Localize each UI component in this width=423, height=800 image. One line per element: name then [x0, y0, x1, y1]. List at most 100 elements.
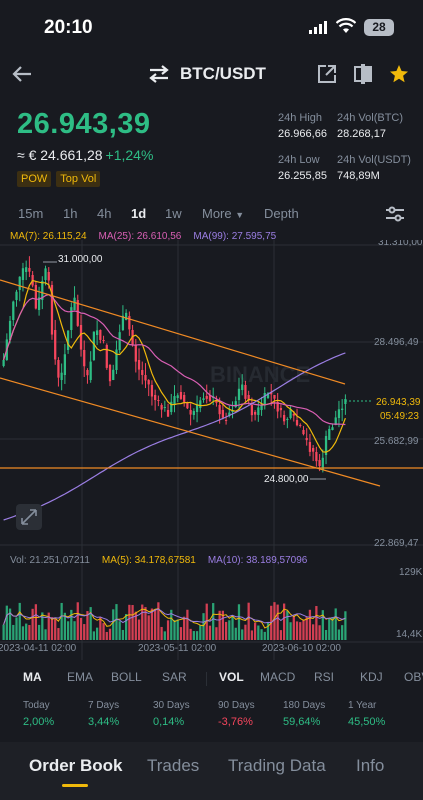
trendline-lower — [0, 377, 381, 487]
candle-body — [250, 405, 254, 416]
tab-trades[interactable]: Trades — [147, 756, 200, 775]
volume-bar — [279, 630, 283, 640]
volume-bar — [95, 627, 99, 640]
candle-body — [221, 410, 224, 418]
volume-bar — [286, 610, 289, 640]
candle-body — [244, 385, 247, 399]
volume-bar — [2, 624, 5, 640]
volume-bar — [234, 627, 237, 640]
volume-bar — [144, 607, 147, 640]
tag-top-vol[interactable]: Top Vol — [56, 171, 101, 187]
perf-label: 90 Days — [218, 700, 255, 711]
candle-body — [218, 405, 221, 415]
ind-ma[interactable]: MA — [23, 670, 42, 684]
ind-rsi[interactable]: RSI — [314, 670, 335, 684]
tab-trading-data[interactable]: Trading Data — [228, 756, 326, 775]
candle-body — [273, 395, 276, 399]
perf-7d: 7 Days 3,44% — [88, 700, 119, 728]
volume-bar — [308, 609, 312, 640]
volume-bar — [134, 611, 137, 640]
volume-axis-label: 14,4K — [396, 629, 422, 640]
back-arrow-icon[interactable] — [10, 62, 34, 86]
signal-icon — [309, 21, 327, 34]
volume-bar — [331, 617, 334, 640]
volume-bar — [25, 623, 28, 640]
tf-1h[interactable]: 1h — [63, 206, 78, 221]
volume-bar — [34, 604, 37, 640]
tf-1d[interactable]: 1d — [131, 206, 147, 221]
share-icon[interactable] — [317, 64, 337, 84]
perf-1y: 1 Year 45,50% — [348, 700, 385, 728]
candle-body — [63, 354, 67, 375]
tag-pow[interactable]: POW — [17, 171, 52, 187]
ind-obv[interactable]: OBV — [404, 670, 423, 684]
price-tag-countdown: 05:49:23 — [380, 411, 419, 422]
candle-body — [28, 268, 31, 272]
volume-bar — [179, 627, 183, 640]
candle-body — [186, 402, 189, 409]
volume-bar — [221, 610, 224, 640]
candle-body — [163, 407, 166, 409]
volume-bar — [121, 629, 125, 640]
favorite-star-icon[interactable] — [389, 64, 409, 84]
volume-bar — [141, 604, 144, 640]
ind-vol[interactable]: VOL — [219, 670, 244, 684]
volume-bar — [324, 629, 328, 640]
layout-icon[interactable] — [353, 64, 373, 84]
perf-value: 59,64% — [283, 716, 321, 728]
volume-bar — [63, 612, 67, 640]
volume-bar — [312, 624, 315, 640]
tab-order-book[interactable]: Order Book — [29, 756, 123, 775]
candlestick-chart[interactable]: BINANCE 31.000,00 24.800,00 31.310,00 28… — [0, 240, 423, 660]
volume-bar — [189, 628, 192, 640]
volume-bar — [337, 629, 341, 640]
indicator-divider — [206, 672, 207, 686]
ind-kdj[interactable]: KDJ — [360, 670, 383, 684]
price-change: +1,24% — [105, 147, 154, 163]
candle-body — [241, 384, 244, 390]
tf-4h[interactable]: 4h — [97, 206, 112, 221]
ind-ema[interactable]: EMA — [67, 670, 94, 684]
tf-1w[interactable]: 1w — [165, 206, 182, 221]
volume-bar — [253, 622, 257, 640]
candle-body — [21, 268, 25, 280]
candle-body — [60, 372, 63, 380]
candle-body — [121, 315, 125, 330]
volume-bar — [276, 604, 279, 640]
pair-selector[interactable]: BTC/USDT — [148, 64, 266, 84]
volume-bar — [28, 625, 31, 640]
volume-bars — [2, 602, 347, 640]
perf-value: 0,14% — [153, 716, 185, 728]
ma7-line — [3, 279, 346, 453]
volume-bar — [128, 604, 131, 640]
candle-body — [237, 388, 241, 400]
chart-settings-icon[interactable] — [385, 206, 405, 222]
perf-value: 3,44% — [88, 716, 120, 728]
candle-body — [282, 415, 286, 422]
volume-bar — [8, 608, 12, 640]
expand-chart-icon[interactable] — [16, 504, 42, 530]
candle-body — [41, 281, 44, 300]
tf-more[interactable]: More ▼ — [202, 206, 244, 221]
tf-depth[interactable]: Depth — [264, 206, 299, 221]
price-axis-label: 28.496,49 — [374, 337, 419, 348]
perf-value: -3,76% — [218, 716, 253, 728]
volume-bar — [257, 625, 260, 640]
perf-30d: 30 Days 0,14% — [153, 700, 190, 728]
perf-today: Today 2,00% — [23, 700, 54, 728]
tab-info[interactable]: Info — [356, 756, 385, 775]
candle-body — [108, 365, 112, 382]
ind-boll[interactable]: BOLL — [111, 670, 142, 684]
ind-sar[interactable]: SAR — [162, 670, 187, 684]
price-axis-label: 31.310,00 — [378, 240, 423, 248]
tf-15m[interactable]: 15m — [18, 206, 44, 221]
candle-body — [215, 400, 218, 403]
volume-bar — [157, 602, 160, 640]
candle-body — [99, 330, 102, 340]
candle-body — [289, 409, 292, 418]
candle-body — [115, 349, 118, 370]
ind-macd[interactable]: MACD — [260, 670, 296, 684]
candle-body — [205, 396, 208, 399]
volume-bar — [241, 629, 244, 640]
candle-body — [83, 350, 86, 367]
